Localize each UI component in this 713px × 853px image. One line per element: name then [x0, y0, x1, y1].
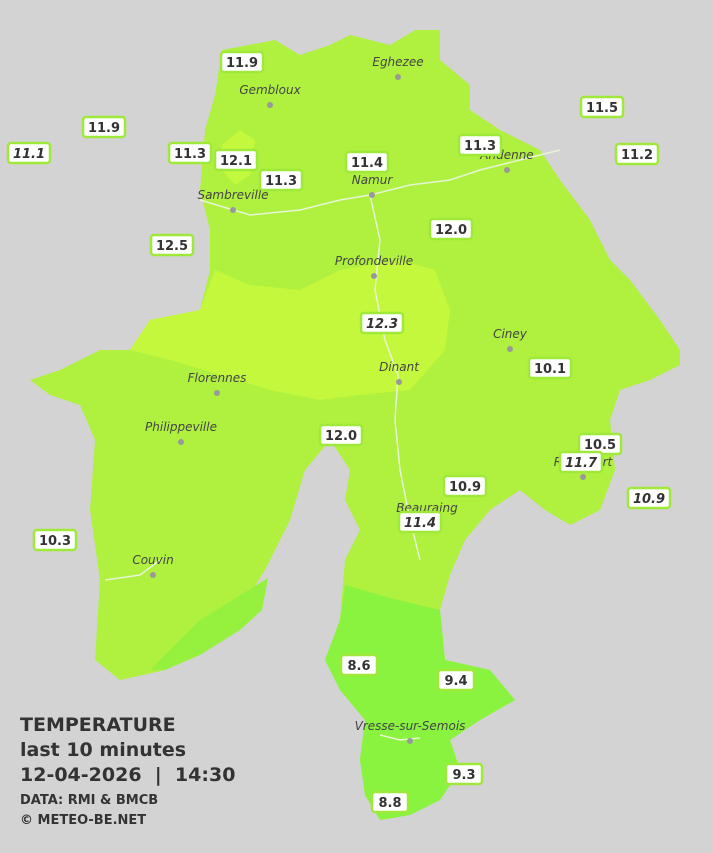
town-dot	[371, 273, 377, 279]
town-dot	[395, 74, 401, 80]
town-name: Vresse-sur-Semois	[355, 719, 466, 733]
station-box	[428, 217, 474, 241]
legend-title: TEMPERATURE	[20, 714, 176, 736]
legend-datetime: 12-04-2026 | 14:30	[20, 764, 235, 786]
station-value: 11.9	[226, 56, 258, 71]
station-box	[558, 450, 604, 474]
town-name: Couvin	[132, 553, 173, 567]
station-box	[318, 423, 364, 447]
station-value: 11.3	[265, 174, 297, 189]
station-box	[442, 474, 488, 498]
station-box	[527, 356, 573, 380]
station-value: 11.3	[464, 139, 496, 154]
town-dot	[504, 167, 510, 173]
town-dot	[580, 474, 586, 480]
town-name: Florennes	[188, 371, 247, 385]
town-name: Sambreville	[197, 188, 268, 202]
legend-subtitle: last 10 minutes	[20, 739, 186, 761]
station-box	[339, 653, 379, 677]
station-box	[579, 95, 625, 119]
station-value: 9.4	[444, 674, 467, 689]
station-value: 11.3	[174, 147, 206, 162]
station-box	[258, 168, 304, 192]
station-value: 8.8	[378, 796, 401, 811]
station-value: 8.6	[347, 659, 370, 674]
station-box	[6, 141, 52, 165]
station-value: 10.1	[534, 362, 566, 377]
town-dot	[150, 572, 156, 578]
station-box	[32, 528, 78, 552]
station-value: 10.3	[39, 534, 71, 549]
station-value: 10.5	[584, 438, 616, 453]
town-dot	[267, 102, 273, 108]
station-value: 10.9	[449, 480, 481, 495]
station-value: 11.1	[13, 147, 45, 162]
station-box	[436, 668, 476, 692]
station-value: 11.5	[586, 101, 618, 116]
town-name: Eghezee	[372, 55, 423, 69]
cool-zone	[150, 578, 268, 670]
town-dot	[178, 439, 184, 445]
cool-zone	[325, 585, 515, 820]
station-value: 10.9	[633, 492, 665, 507]
station-value: 9.3	[452, 768, 475, 783]
station-box	[359, 311, 405, 335]
station-box	[397, 510, 443, 534]
station-box	[444, 762, 484, 786]
station-box	[167, 141, 213, 165]
town-name: Ciney	[493, 327, 528, 341]
town-dot	[369, 192, 375, 198]
town-name: Gembloux	[239, 83, 301, 97]
town-dot	[407, 738, 413, 744]
station-box	[370, 790, 410, 814]
town-dot	[214, 390, 220, 396]
station-value: 12.0	[325, 429, 357, 444]
station-value: 11.9	[88, 121, 120, 136]
legend-credit: © METEO-BE.NET	[20, 813, 146, 828]
station-box	[149, 233, 195, 257]
station-value: 12.1	[220, 154, 252, 169]
station-value: 12.0	[435, 223, 467, 238]
station-box	[81, 115, 127, 139]
legend-source: DATA: RMI & BMCB	[20, 793, 158, 808]
town-dot	[396, 379, 402, 385]
station-value: 11.7	[565, 456, 598, 471]
town-dot	[507, 346, 513, 352]
station-value: 11.4	[404, 516, 436, 531]
warm-zone	[130, 260, 450, 400]
station-box	[344, 150, 390, 174]
town-name: Dinant	[379, 360, 420, 374]
river	[104, 149, 561, 741]
station-value: 12.3	[366, 317, 398, 332]
station-box	[626, 486, 672, 510]
station-value: 11.4	[351, 156, 383, 171]
town-name: Philippeville	[145, 420, 217, 434]
town-name: Namur	[352, 173, 394, 187]
town-dot	[230, 207, 236, 213]
station-box	[457, 133, 503, 157]
station-box	[219, 50, 265, 74]
station-box	[614, 142, 660, 166]
town-name: Profondeville	[335, 254, 413, 268]
station-value: 12.5	[156, 239, 188, 254]
station-value: 11.2	[621, 148, 653, 163]
station-box	[213, 148, 259, 172]
